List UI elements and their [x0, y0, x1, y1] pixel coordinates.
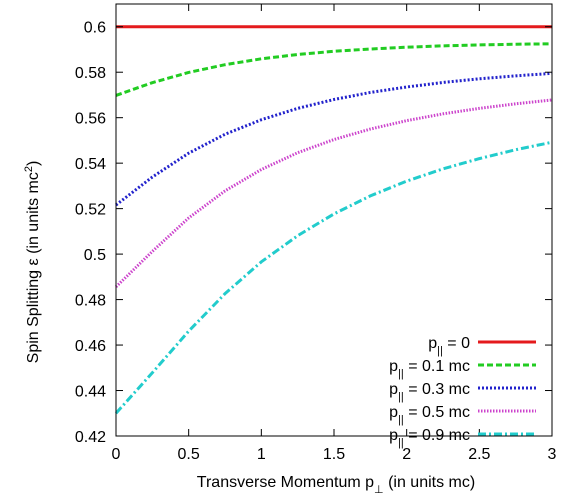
legend: p|| = 0p|| = 0.1 mcp|| = 0.3 mcp|| = 0.5… — [389, 335, 536, 449]
legend-label-1: p|| = 0 — [428, 335, 470, 357]
x-tick-label: 1.5 — [323, 446, 345, 463]
legend-label-5: p|| = 0.9 mc — [389, 427, 470, 449]
y-tick-label: 0.46 — [75, 338, 106, 355]
y-axis-title-sup: 2 — [23, 166, 35, 172]
plot-frame — [115, 3, 553, 437]
legend-label-sub: || — [398, 391, 404, 403]
x-axis-title-main: Transverse Momentum p — [197, 474, 374, 491]
y-tick-label: 0.42 — [75, 429, 106, 446]
y-tick-label: 0.54 — [75, 156, 106, 173]
series-line-5 — [114, 140, 553, 415]
x-tick-label: 1 — [257, 446, 266, 463]
legend-label-main: p — [389, 404, 398, 421]
y-axis-title-end: ) — [25, 161, 42, 166]
y-tick-label: 0.52 — [75, 202, 106, 219]
legend-label-main: p — [389, 358, 398, 375]
x-tick-label: 2.5 — [468, 446, 490, 463]
x-axis-title-sub: ⊥ — [374, 484, 384, 496]
legend-label-sub: || — [398, 414, 404, 426]
legend-label-end: = 0.5 mc — [404, 404, 470, 421]
x-tick-label: 3 — [548, 446, 557, 463]
legend-label-sub: || — [398, 368, 404, 380]
x-axis-title-end: (in units mc) — [384, 474, 476, 491]
legend-label-main: p — [389, 381, 398, 398]
legend-label-end: = 0.1 mc — [404, 358, 470, 375]
y-tick-label: 0.58 — [75, 65, 106, 82]
y-tick-label: 0.48 — [75, 293, 106, 310]
series-line-2 — [115, 42, 553, 97]
y-axis-title-main: Spin Splitting ε (in units mc — [25, 172, 42, 363]
y-tick-label: 0.44 — [75, 384, 106, 401]
legend-label-4: p|| = 0.5 mc — [389, 404, 470, 426]
legend-label-3: p|| = 0.3 mc — [389, 381, 470, 403]
y-axis-title: Spin Splitting ε (in units mc2) — [23, 161, 42, 364]
x-tick-label: 0.5 — [178, 446, 200, 463]
x-axis-title: Transverse Momentum p⊥ (in units mc) — [197, 474, 475, 496]
legend-label-end: = 0 — [443, 335, 470, 352]
legend-label-2: p|| = 0.1 mc — [389, 358, 470, 380]
legend-label-end: = 0.9 mc — [404, 427, 470, 444]
y-tick-label: 0.6 — [84, 20, 106, 37]
series-line-4 — [114, 98, 553, 288]
x-tick-label: 2 — [402, 446, 411, 463]
legend-label-sub: || — [437, 345, 443, 357]
legend-label-main: p — [389, 427, 398, 444]
series-line-3 — [115, 71, 553, 207]
legend-label-main: p — [428, 335, 437, 352]
ticks-layer: 0 0.5 1 1.5 2 2.5 3 0.42 0.44 0.46 0.48 0.5 0.52 0.54… — [75, 4, 557, 463]
y-tick-label: 0.56 — [75, 111, 106, 128]
plot-layer — [114, 25, 553, 415]
y-tick-label: 0.5 — [84, 247, 106, 264]
legend-label-sub: || — [398, 437, 404, 449]
legend-label-end: = 0.3 mc — [404, 381, 470, 398]
x-tick-label: 0 — [112, 446, 121, 463]
